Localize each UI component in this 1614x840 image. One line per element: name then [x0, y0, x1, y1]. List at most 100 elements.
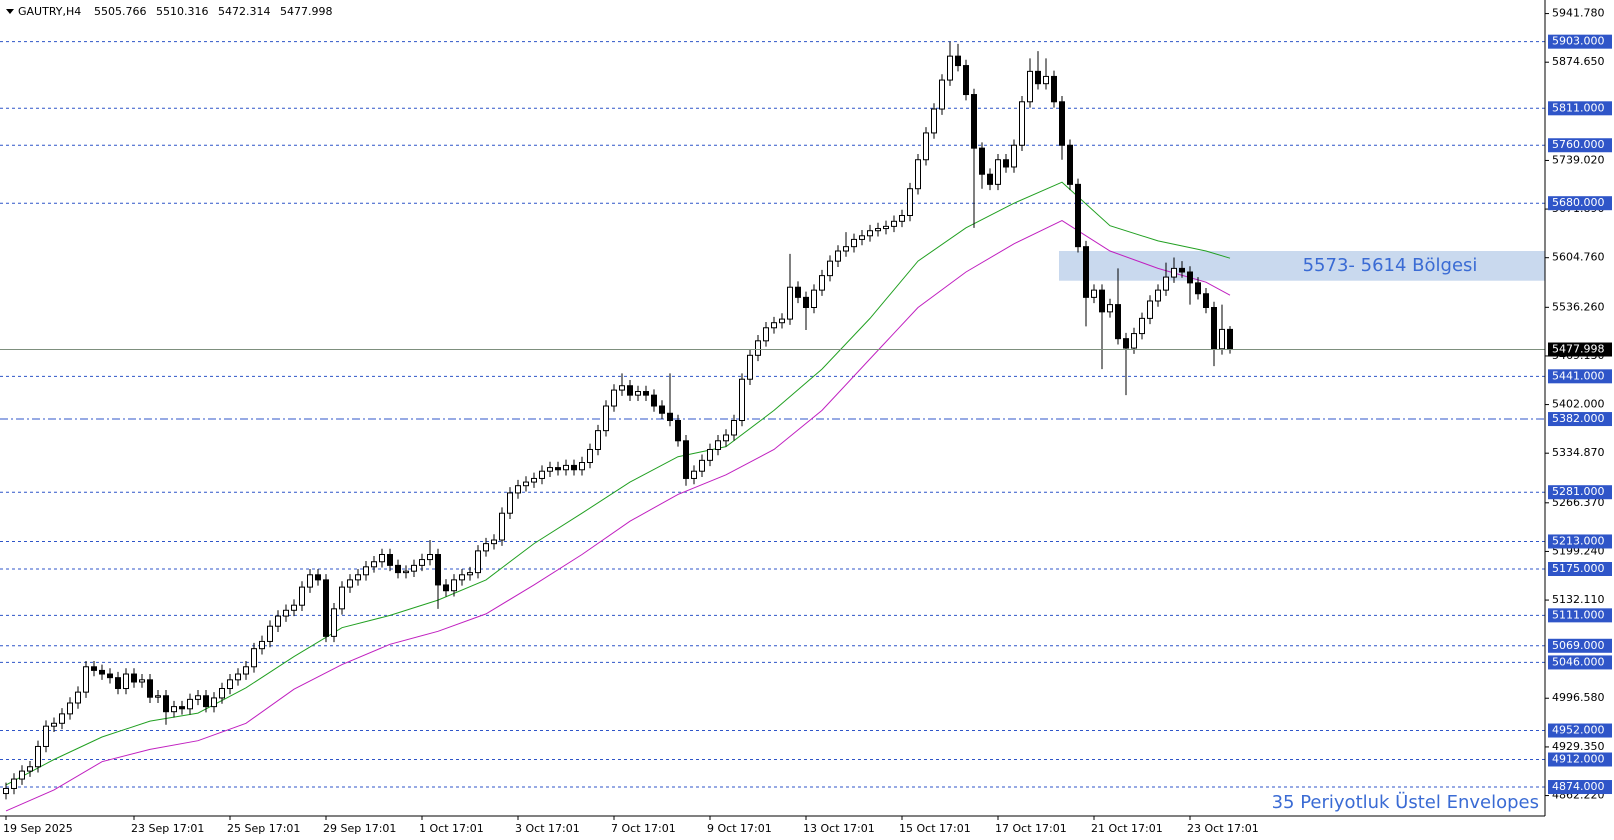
level-label-box [1548, 723, 1612, 738]
level-label: 5281.000 [1552, 485, 1605, 498]
candle-body [147, 679, 153, 698]
level-label: 5069.000 [1552, 639, 1605, 652]
level-label: 4874.000 [1552, 780, 1605, 793]
candle-body [1187, 271, 1193, 284]
candle-body [91, 666, 97, 671]
x-tick-label: 17 Oct 17:01 [995, 822, 1067, 835]
x-tick-label: 23 Oct 17:01 [1187, 822, 1259, 835]
candle-body [739, 378, 745, 422]
candle-body [443, 584, 449, 592]
candle-body [1107, 304, 1113, 313]
y-tick-label: 5334.870 [1552, 446, 1605, 459]
level-label-box [1548, 412, 1612, 427]
current-price-box [1548, 342, 1612, 357]
level-label: 5046.000 [1552, 655, 1605, 668]
candle-body [307, 574, 313, 588]
candle-body [547, 467, 553, 472]
candle-body [579, 462, 585, 471]
candle-body [419, 559, 425, 566]
y-tick-label: 4996.580 [1552, 691, 1605, 704]
candle-body [115, 677, 121, 690]
candle-body [347, 579, 353, 588]
candle-body [235, 673, 241, 681]
candle-body [971, 94, 977, 149]
candle-body [1147, 300, 1153, 319]
candle-body [411, 564, 417, 572]
candle-body [571, 464, 577, 471]
candle-body [611, 389, 617, 407]
candle-body [939, 79, 945, 110]
candle-body [43, 725, 49, 747]
candle-body [1195, 282, 1201, 295]
candle-body [843, 246, 849, 252]
level-label: 5213.000 [1552, 534, 1605, 547]
candle-body [635, 391, 641, 396]
candle-body [1035, 70, 1041, 85]
candle-body [923, 132, 929, 161]
candle-body [1179, 267, 1185, 273]
level-label-box [1548, 561, 1612, 576]
header-close: 5477.998 [280, 5, 333, 18]
level-label-box [1548, 608, 1612, 623]
candle-body [1003, 159, 1009, 168]
candle-body [1091, 289, 1097, 298]
candle-body [1083, 246, 1089, 298]
candle-body [459, 574, 465, 581]
candle-body [251, 648, 257, 668]
candle-body [955, 55, 961, 67]
candle-body [1043, 75, 1049, 85]
x-tick-label: 1 Oct 17:01 [419, 822, 484, 835]
candle-body [787, 286, 793, 320]
candle-body [107, 673, 113, 679]
x-tick-label: 7 Oct 17:01 [611, 822, 676, 835]
candle-body [515, 485, 521, 494]
candle-body [243, 666, 249, 675]
candle-body [323, 579, 329, 637]
candle-body [595, 430, 601, 450]
x-tick-label: 25 Sep 17:01 [227, 822, 300, 835]
candle-body [835, 250, 841, 262]
header-high: 5510.316 [156, 5, 209, 18]
candle-body [1067, 144, 1073, 185]
candle-body [299, 586, 305, 606]
candle-body [227, 679, 233, 690]
candle-body [947, 55, 953, 81]
candle-body [139, 679, 145, 683]
candle-body [3, 787, 9, 795]
candle-body [651, 394, 657, 407]
level-label: 5441.000 [1552, 369, 1605, 382]
envelope-line [5, 220, 1231, 812]
level-label: 5811.000 [1552, 101, 1605, 114]
candle-body [99, 669, 105, 675]
candle-body [755, 340, 761, 356]
candle-body [267, 625, 273, 642]
candle-body [827, 260, 833, 277]
candle-body [131, 673, 137, 683]
candle-body [1115, 304, 1121, 340]
candle-body [75, 691, 81, 704]
level-label-box [1548, 101, 1612, 116]
candle-body [123, 673, 129, 690]
x-tick-label: 13 Oct 17:01 [803, 822, 875, 835]
level-label-box [1548, 638, 1612, 653]
candle-body [1219, 328, 1225, 350]
candle-body [1027, 70, 1033, 103]
candle-body [523, 481, 529, 487]
header-low: 5472.314 [218, 5, 271, 18]
candle-body [619, 385, 625, 391]
level-label: 5382.000 [1552, 412, 1605, 425]
x-tick-label: 23 Sep 17:01 [131, 822, 204, 835]
level-label: 5903.000 [1552, 35, 1605, 48]
candle-body [963, 65, 969, 96]
x-tick-label: 9 Oct 17:01 [707, 822, 772, 835]
zone-label: 5573- 5614 Bölgesi [1303, 255, 1478, 276]
candle-body [1171, 267, 1177, 278]
candle-body [995, 159, 1001, 185]
level-label-box [1548, 196, 1612, 211]
candle-body [499, 512, 505, 541]
candle-body [195, 695, 201, 700]
candle-body [683, 440, 689, 479]
candle-body [83, 666, 89, 693]
candle-body [275, 615, 281, 627]
